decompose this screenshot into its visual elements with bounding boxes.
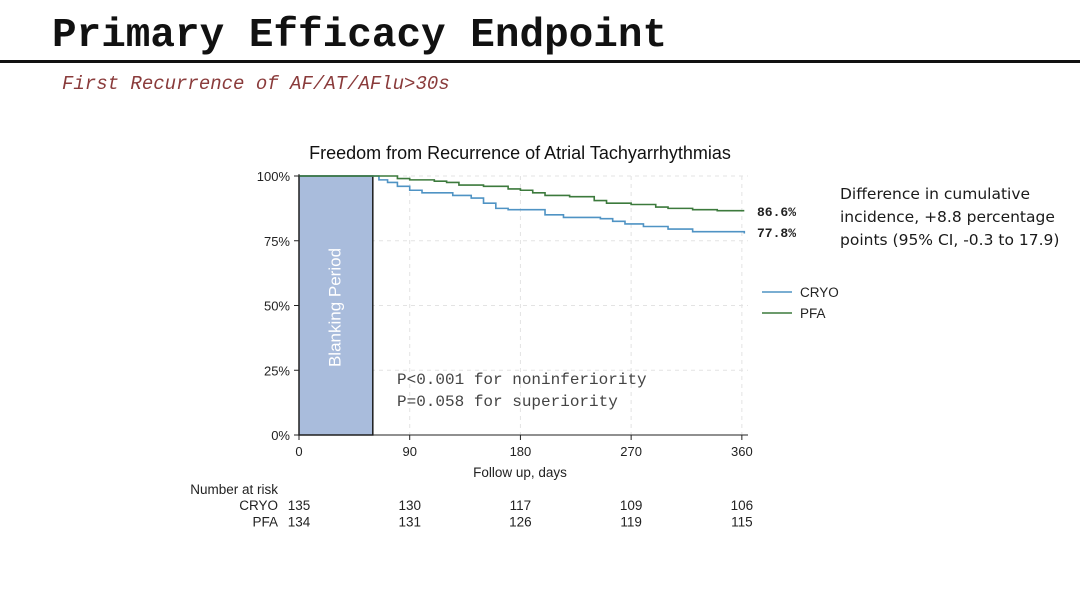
risk-cell: 106	[731, 498, 754, 513]
series-line-pfa	[299, 175, 745, 212]
chart-title: Freedom from Recurrence of Atrial Tachya…	[309, 143, 731, 163]
risk-cell: 131	[398, 515, 421, 530]
risk-cell: 117	[510, 498, 532, 513]
y-tick-label: 50%	[264, 299, 290, 314]
end-labels: 77.8% 86.6%	[757, 205, 796, 241]
risk-cell: 126	[509, 515, 532, 530]
x-tick-label: 270	[620, 444, 642, 459]
y-tick-label: 0%	[271, 428, 290, 443]
note-line: Difference in cumulative	[840, 185, 1031, 203]
risk-cell: 119	[620, 515, 642, 530]
blanking-period-label: Blanking Period	[325, 248, 344, 367]
series-lines	[299, 175, 746, 234]
slide-subtitle: First Recurrence of AF/AT/AFlu>30s	[62, 73, 450, 95]
note-line: incidence, +8.8 percentage	[840, 208, 1055, 226]
risk-cell: 115	[731, 515, 753, 530]
x-tick-label: 0	[295, 444, 302, 459]
risk-cell: 134	[288, 515, 311, 530]
end-label-cryo: 77.8%	[757, 226, 796, 241]
series-line-cryo	[299, 175, 746, 234]
p-value-superiority: P=0.058 for superiority	[397, 393, 618, 411]
x-tick-label: 90	[402, 444, 416, 459]
note-line: points (95% CI, -0.3 to 17.9)	[840, 231, 1060, 249]
y-tick-label: 75%	[264, 234, 290, 249]
blanking-period-band	[298, 175, 374, 436]
y-tick-label: 100%	[257, 169, 291, 184]
risk-cell: 109	[620, 498, 643, 513]
difference-note: Difference in cumulative incidence, +8.8…	[840, 183, 1080, 252]
x-axis-label: Follow up, days	[473, 465, 567, 480]
legend: CRYO PFA	[762, 285, 839, 321]
risk-row-label: PFA	[252, 515, 278, 530]
x-tick-label: 180	[510, 444, 532, 459]
risk-cell: 135	[288, 498, 311, 513]
axes: 0% 25% 50% 75% 100% 0 90 180 270 360	[257, 169, 753, 459]
slide-title: Primary Efficacy Endpoint	[52, 13, 668, 59]
y-tick-label: 25%	[264, 363, 290, 378]
legend-label-cryo: CRYO	[800, 285, 839, 300]
gridlines	[299, 175, 748, 435]
x-tick-label: 360	[731, 444, 753, 459]
end-label-pfa: 86.6%	[757, 205, 796, 220]
risk-cell: 130	[398, 498, 421, 513]
risk-table-title: Number at risk	[190, 482, 278, 497]
legend-label-pfa: PFA	[800, 306, 826, 321]
risk-row-label: CRYO	[239, 498, 278, 513]
p-value-noninferiority: P<0.001 for noninferiority	[397, 371, 647, 389]
title-rule	[0, 60, 1080, 63]
